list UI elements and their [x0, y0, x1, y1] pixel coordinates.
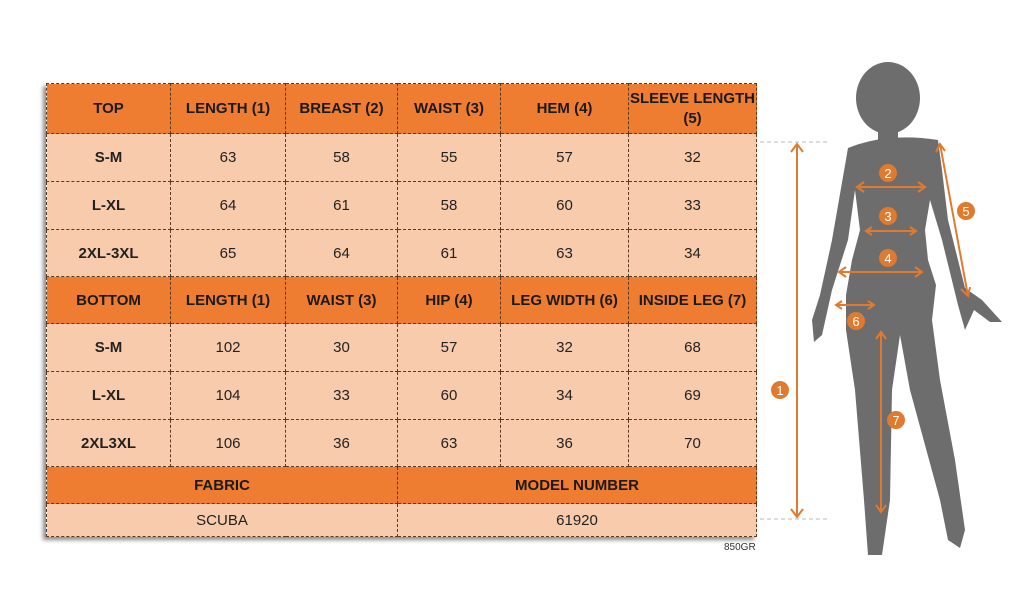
header-row: FABRIC MODEL NUMBER: [46, 466, 757, 504]
column-header: HEM (4): [500, 83, 629, 134]
table-cell: 64: [285, 229, 398, 277]
table-cell: 33: [285, 371, 398, 420]
marker-circle: [879, 207, 897, 225]
column-header: BREAST (2): [285, 83, 398, 134]
marker-label: 4: [884, 251, 891, 266]
table-cell: 61: [397, 229, 501, 277]
size-chart-table: TOP LENGTH (1) BREAST (2) WAIST (3) HEM (4) S…: [46, 83, 757, 537]
measurement-arrows: [760, 141, 971, 520]
marker-label: 6: [852, 314, 859, 329]
marker-circle: [887, 411, 905, 429]
table-cell: 70: [628, 419, 757, 467]
table-cell: 104: [170, 371, 286, 420]
table-cell: 34: [628, 229, 757, 277]
table-cell: 68: [628, 323, 757, 372]
model-number-header: MODEL NUMBER: [397, 466, 757, 504]
column-header: SLEEVE LENGTH (5): [628, 83, 757, 134]
marker-circle: [957, 202, 975, 220]
column-header: INSIDE LEG (7): [628, 276, 757, 324]
table-cell: 57: [397, 323, 501, 372]
table-cell: 55: [397, 133, 501, 182]
marker-circle: [879, 249, 897, 267]
table-cell: 102: [170, 323, 286, 372]
size-label: L-XL: [46, 181, 171, 230]
table-cell: 63: [500, 229, 629, 277]
table-cell: 34: [500, 371, 629, 420]
table-row: 2XL3XL 106 36 63 36 70: [46, 419, 757, 467]
table-cell: 57: [500, 133, 629, 182]
table-cell: 64: [170, 181, 286, 230]
measurement-markers: 1 2 3 4 5 6 7: [771, 164, 975, 429]
body-measurement-figure: 1 2 3 4 5 6 7: [760, 62, 1002, 555]
column-header: WAIST (3): [285, 276, 398, 324]
table-cell: 63: [170, 133, 286, 182]
model-number-value: 61920: [397, 503, 757, 537]
table-cell: 32: [628, 133, 757, 182]
size-label: S-M: [46, 323, 171, 372]
column-header: LEG WIDTH (6): [500, 276, 629, 324]
column-header: HIP (4): [397, 276, 501, 324]
marker-label: 2: [884, 166, 891, 181]
product-code: 850GR: [724, 542, 756, 553]
header-row: TOP LENGTH (1) BREAST (2) WAIST (3) HEM (4) S…: [46, 83, 757, 134]
table-cell: 106: [170, 419, 286, 467]
size-label: L-XL: [46, 371, 171, 420]
column-header: TOP: [46, 83, 171, 134]
column-header: LENGTH (1): [170, 276, 286, 324]
table-row: 2XL-3XL 65 64 61 63 34: [46, 229, 757, 277]
marker-circle: [771, 381, 789, 399]
table-row: L-XL 64 61 58 60 33: [46, 181, 757, 230]
table-row: S-M 102 30 57 32 68: [46, 323, 757, 372]
table-cell: 60: [397, 371, 501, 420]
table-row: L-XL 104 33 60 34 69: [46, 371, 757, 420]
marker-label: 5: [962, 204, 969, 219]
fabric-header: FABRIC: [46, 466, 398, 504]
silhouette: [812, 62, 1002, 555]
table-row: S-M 63 58 55 57 32: [46, 133, 757, 182]
table-cell: 30: [285, 323, 398, 372]
marker-circle: [847, 312, 865, 330]
table-cell: 36: [500, 419, 629, 467]
table-cell: 33: [628, 181, 757, 230]
table-cell: 36: [285, 419, 398, 467]
table-cell: 61: [285, 181, 398, 230]
size-label: S-M: [46, 133, 171, 182]
marker-circle: [879, 164, 897, 182]
table-cell: 60: [500, 181, 629, 230]
marker-label: 7: [892, 413, 899, 428]
size-label: 2XL-3XL: [46, 229, 171, 277]
table-cell: 32: [500, 323, 629, 372]
size-label: 2XL3XL: [46, 419, 171, 467]
table-cell: 58: [397, 181, 501, 230]
column-header: WAIST (3): [397, 83, 501, 134]
table-cell: 69: [628, 371, 757, 420]
table-cell: 65: [170, 229, 286, 277]
marker-label: 3: [884, 209, 891, 224]
table-cell: 58: [285, 133, 398, 182]
marker-label: 1: [776, 383, 783, 398]
column-header: LENGTH (1): [170, 83, 286, 134]
table-cell: 63: [397, 419, 501, 467]
fabric-value: SCUBA: [46, 503, 398, 537]
table-row: SCUBA 61920: [46, 503, 757, 537]
column-header: BOTTOM: [46, 276, 171, 324]
header-row: BOTTOM LENGTH (1) WAIST (3) HIP (4) LEG WIDT…: [46, 276, 757, 324]
